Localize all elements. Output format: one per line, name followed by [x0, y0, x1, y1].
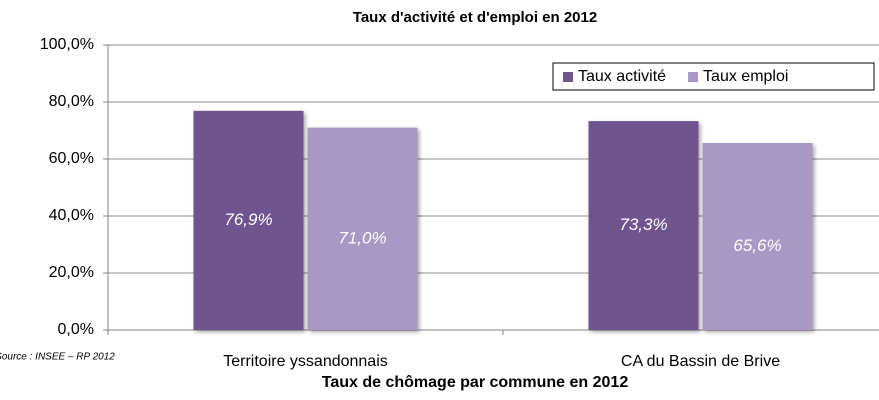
chart-title: Taux d'activité et d'emploi en 2012	[353, 9, 597, 26]
bar	[702, 143, 813, 330]
y-tick-label: 80,0%	[49, 93, 94, 110]
legend-swatch	[688, 72, 699, 82]
data-label: 73,3%	[619, 215, 667, 234]
data-label: 71,0%	[338, 228, 386, 247]
legend-swatch	[563, 72, 573, 82]
bar	[307, 127, 418, 331]
x-tick-label: Territoire yssandonnais	[223, 353, 388, 370]
legend-box	[552, 62, 875, 91]
bar	[588, 121, 699, 330]
y-tick-label: 40,0%	[49, 207, 94, 224]
footer-title: Taux de chômage par commune en 2012	[322, 374, 629, 391]
legend-label: Taux emploi	[703, 68, 788, 85]
y-tick-label: 0,0%	[58, 321, 94, 338]
legend-label: Taux activité	[578, 68, 666, 85]
data-label: 65,6%	[733, 236, 781, 255]
source-note: Source : INSEE – RP 2012	[0, 352, 115, 363]
bar	[193, 110, 304, 331]
data-label: 76,9%	[224, 210, 272, 229]
y-tick-label: 100,0%	[40, 36, 94, 53]
y-tick-label: 60,0%	[49, 150, 94, 167]
y-tick-label: 20,0%	[49, 264, 94, 281]
x-tick-label: CA du Bassin de Brive	[621, 353, 780, 370]
